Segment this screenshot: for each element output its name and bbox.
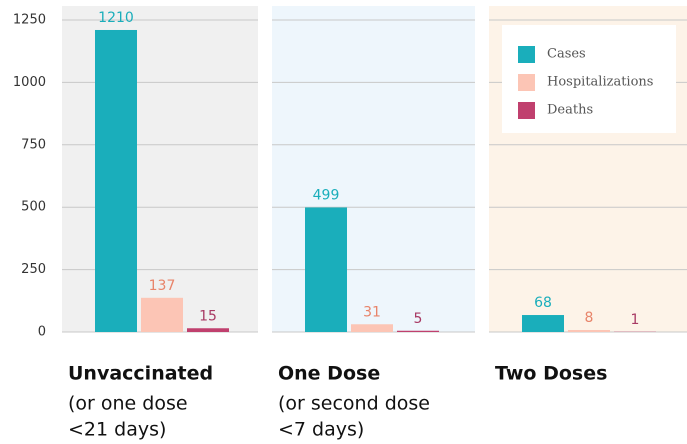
value-label: 1210 [98,10,134,26]
category-note: (or second dose [278,393,430,415]
y-tick-label: 1250 [13,13,46,28]
value-label: 5 [414,311,423,327]
bar [95,29,137,332]
y-tick-label: 250 [21,262,46,277]
panel-background [62,6,258,332]
y-tick-label: 750 [21,137,46,152]
y-tick-label: 500 [21,200,46,215]
value-label: 8 [585,310,594,326]
y-tick-label: 1000 [13,75,46,90]
legend-swatch [518,102,535,119]
category-note: <7 days) [278,419,364,441]
bar [305,207,347,332]
value-label: 68 [534,295,552,311]
panel-background [272,6,475,332]
value-label: 137 [149,278,176,294]
legend-label: Hospitalizations [547,75,653,90]
category-note: (or one dose [68,393,188,415]
legend-swatch [518,46,535,63]
bar [187,328,229,332]
category-note: <21 days) [68,419,166,441]
value-label: 499 [313,187,340,203]
legend-label: Cases [547,47,586,62]
legend-swatch [518,74,535,91]
category-label: Two Doses [495,363,607,385]
category-label: One Dose [278,363,380,385]
category-label: Unvaccinated [68,363,213,385]
legend-label: Deaths [547,103,593,118]
y-tick-label: 0 [38,325,46,340]
bar [568,330,610,332]
bar [351,324,393,332]
bar [397,330,439,332]
bar [141,297,183,332]
value-label: 15 [199,308,217,324]
value-label: 1 [631,312,640,328]
bar [522,315,564,332]
value-label: 31 [363,304,381,320]
